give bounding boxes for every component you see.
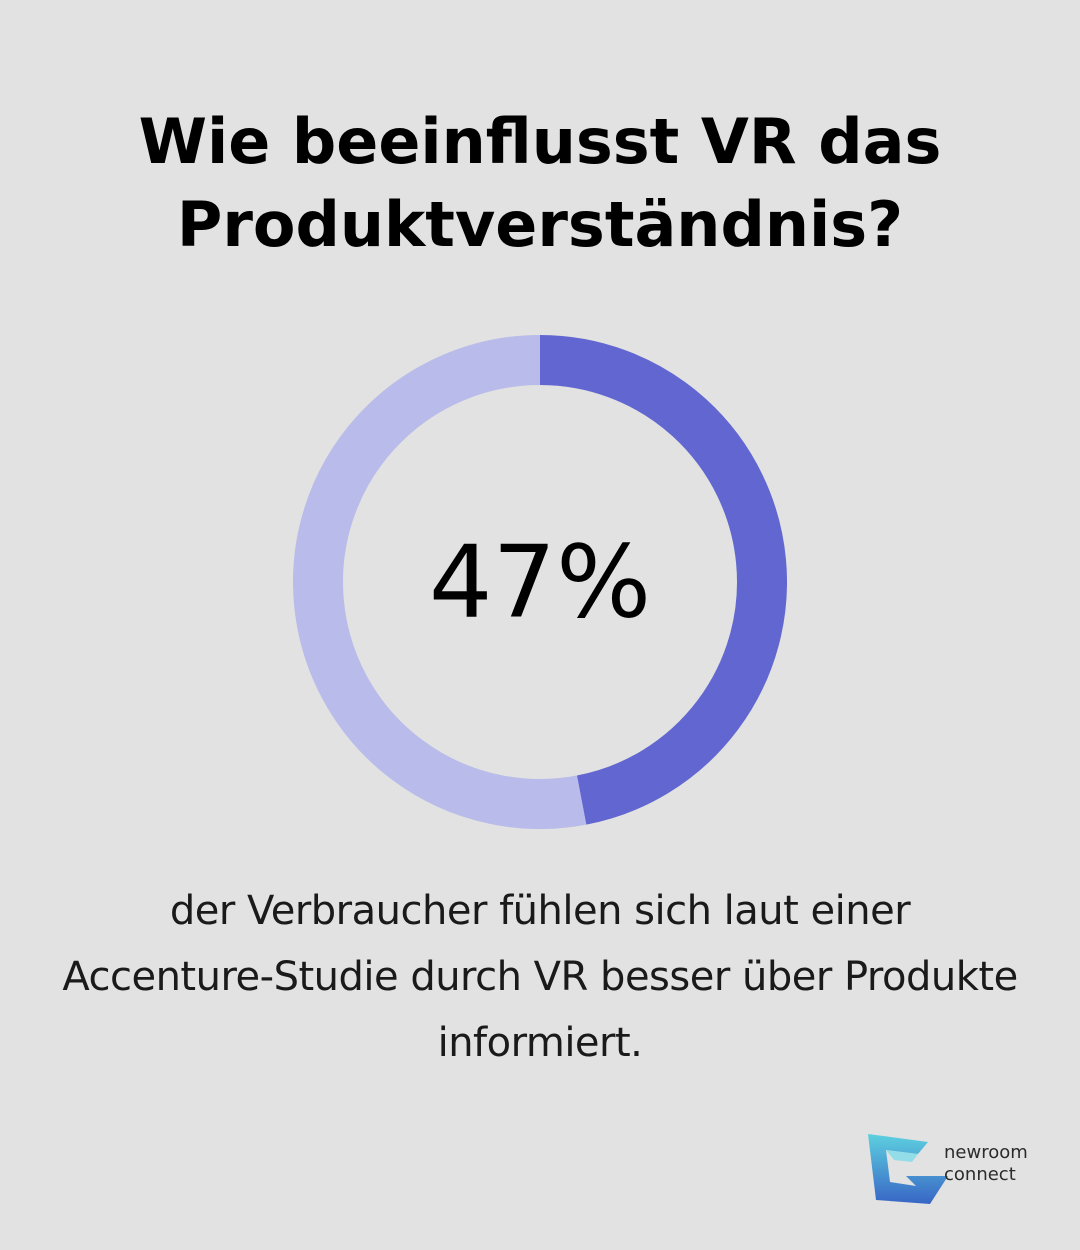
donut-slice-highlight bbox=[539, 335, 787, 825]
page-title: Wie beeinflusst VR das Produktverständni… bbox=[138, 105, 942, 261]
brand-logo: newroom connect bbox=[866, 1132, 1046, 1212]
donut-chart: 47% bbox=[293, 335, 787, 829]
logo-line-1: newroom bbox=[944, 1142, 1028, 1163]
donut-slices bbox=[293, 335, 787, 829]
description-text: der Verbraucher fühlen sich laut einer A… bbox=[62, 888, 1018, 1066]
donut-slice-remainder bbox=[293, 335, 587, 829]
logo-wordmark: newroom connect bbox=[944, 1142, 1028, 1186]
donut-value-label: 47% bbox=[429, 524, 651, 641]
logo-line-2: connect bbox=[944, 1164, 1016, 1185]
logo-mark-icon bbox=[868, 1134, 948, 1204]
